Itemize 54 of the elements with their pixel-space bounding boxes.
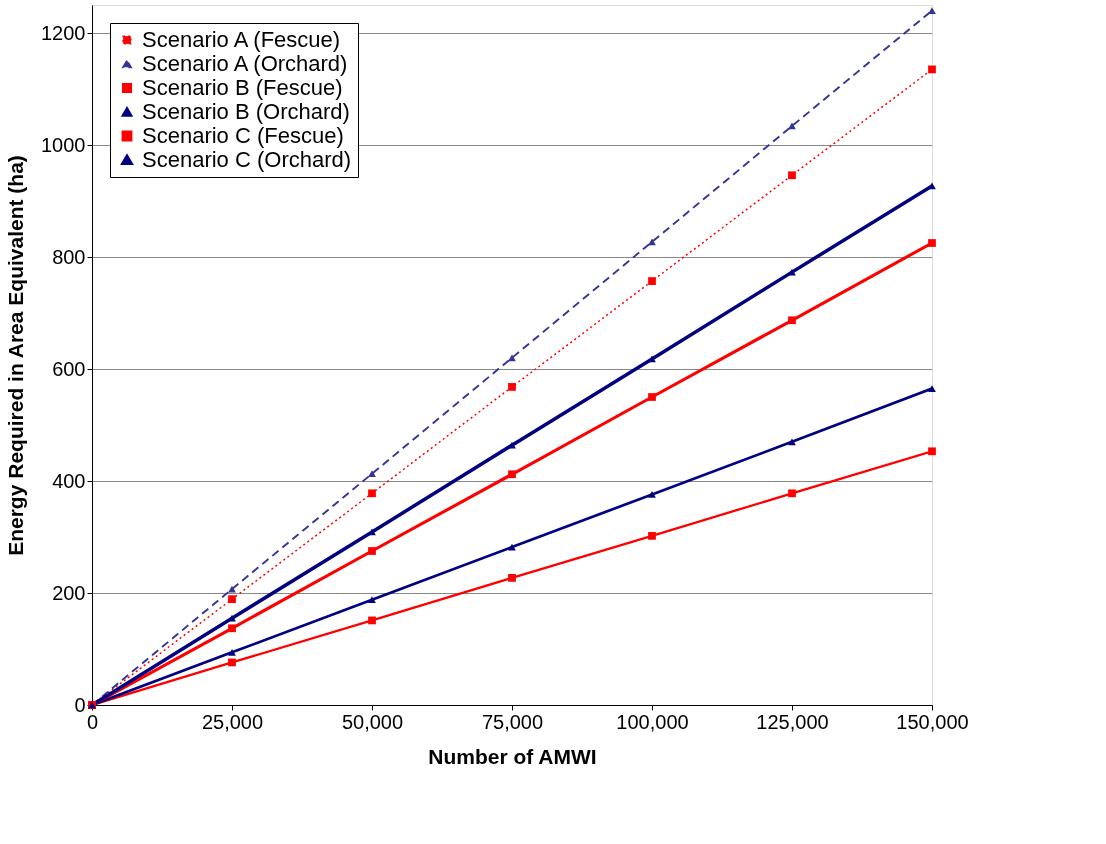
point <box>228 649 236 656</box>
point <box>648 532 656 540</box>
point <box>368 616 376 625</box>
point <box>648 238 656 246</box>
point <box>788 438 796 446</box>
y-tick-label: 0 <box>74 693 86 716</box>
point <box>928 182 936 190</box>
y-tick-label: 400 <box>52 469 86 492</box>
point <box>228 595 236 604</box>
point <box>228 658 236 667</box>
x-tick-label: 75,000 <box>481 710 544 733</box>
point <box>508 470 516 479</box>
x-tick-label: 100,000 <box>616 710 689 733</box>
point <box>508 574 516 582</box>
point <box>788 316 796 325</box>
point <box>368 547 376 555</box>
point <box>648 355 656 363</box>
point <box>228 614 236 622</box>
point <box>788 171 796 180</box>
point <box>508 383 516 391</box>
x-axis-title: Number of AMWI <box>428 744 597 768</box>
legend-label: Scenario B (Orchard) <box>142 99 350 124</box>
point <box>928 385 936 392</box>
point <box>368 489 376 498</box>
y-tick-label: 600 <box>52 357 86 380</box>
point <box>928 65 936 74</box>
y-axis-title: Energy Required in Area Equivalent (ha) <box>4 155 28 556</box>
point <box>368 470 376 478</box>
point <box>648 277 656 285</box>
legend-label: Scenario B (Fescue) <box>142 75 343 100</box>
legend-label: Scenario C (Fescue) <box>142 123 344 148</box>
y-tick-label: 1200 <box>41 21 86 44</box>
point <box>368 528 376 536</box>
point <box>228 624 236 633</box>
x-tick-label: 25,000 <box>201 710 264 733</box>
point <box>788 489 796 498</box>
legend-label: Scenario A (Fescue) <box>142 27 341 52</box>
x-tick-label: 150,000 <box>896 710 969 733</box>
x-tick-label: 50,000 <box>341 710 404 733</box>
x-tick-label: 125,000 <box>756 710 829 733</box>
point <box>648 491 656 498</box>
point <box>648 393 656 401</box>
y-tick-label: 800 <box>52 245 86 268</box>
y-tick-label: 200 <box>52 581 86 604</box>
point <box>368 596 376 604</box>
point <box>928 239 936 247</box>
point <box>508 441 516 449</box>
legend-label: Scenario A (Orchard) <box>142 51 348 76</box>
point <box>508 354 516 362</box>
y-tick-label: 1000 <box>41 133 86 156</box>
legend-label: Scenario C (Orchard) <box>142 147 352 172</box>
point <box>788 122 796 130</box>
point <box>928 447 936 456</box>
point <box>928 7 936 14</box>
